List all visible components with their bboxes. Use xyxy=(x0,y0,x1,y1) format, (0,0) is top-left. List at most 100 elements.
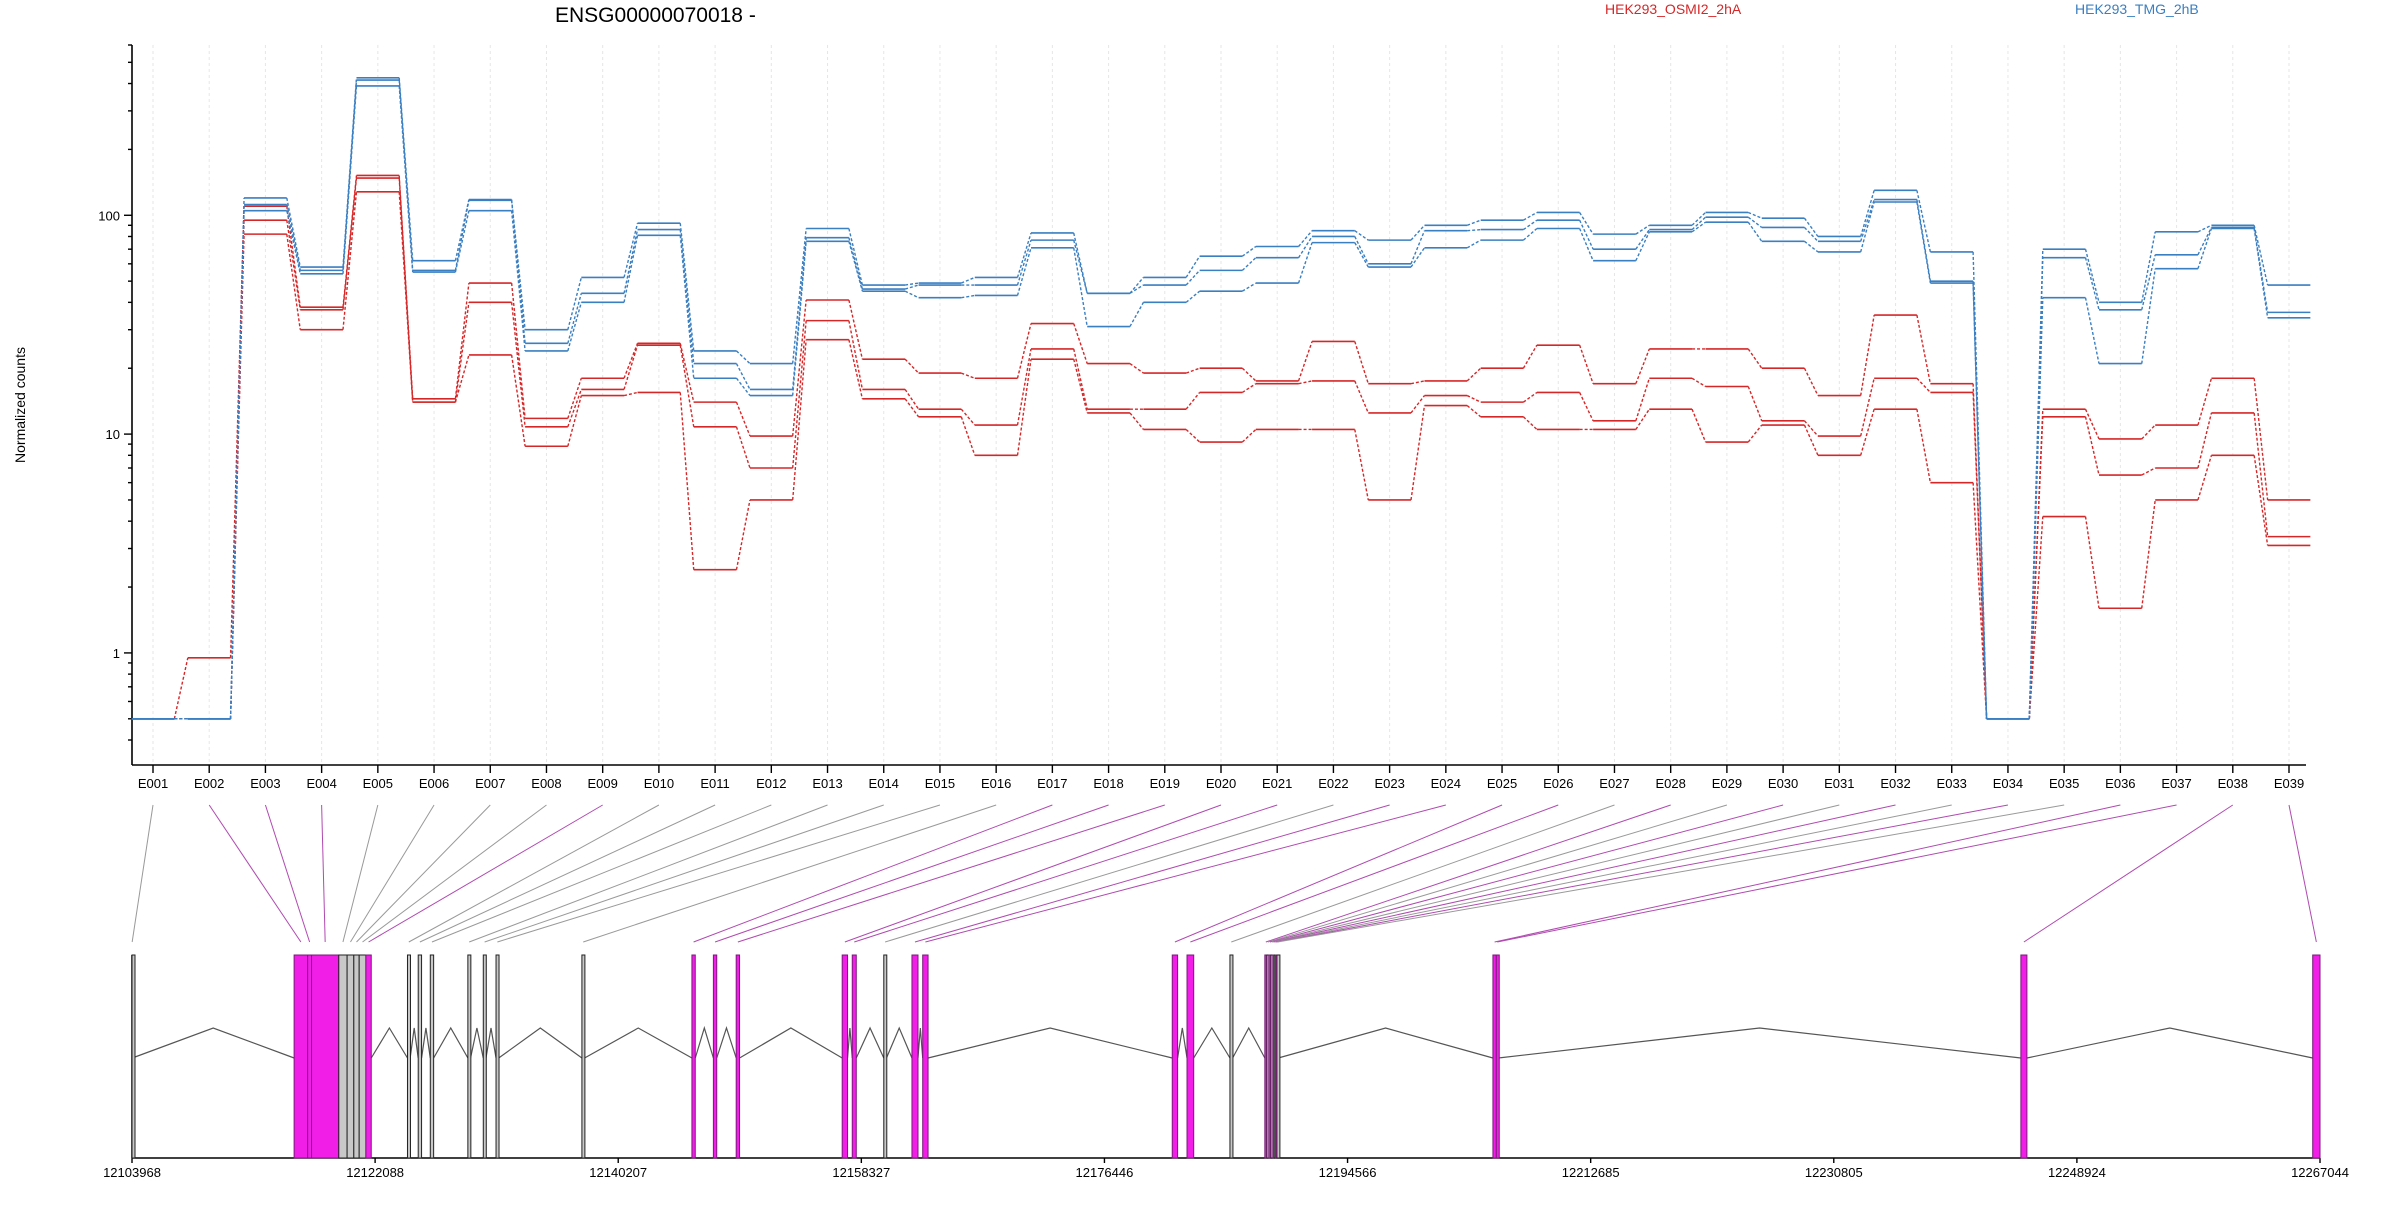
series-connector xyxy=(1185,392,1201,410)
series-connector xyxy=(342,191,358,330)
series-connector xyxy=(1410,247,1426,268)
coord-tick-label: 12103968 xyxy=(103,1165,161,1180)
series-connector xyxy=(1297,341,1313,382)
series-connector xyxy=(1860,201,1875,253)
x-tick-label-E028: E028 xyxy=(1655,776,1685,791)
series-connector xyxy=(229,220,245,719)
series-connector xyxy=(342,85,358,274)
exon-connector-E011 xyxy=(419,804,716,943)
x-axis: E001 E002 E003 E004 E005 E006 E007 E008 E009 E010… xyxy=(132,764,2306,791)
series-connector xyxy=(567,389,582,428)
series-connector xyxy=(1073,239,1088,294)
coord-tick-label: 12140207 xyxy=(589,1165,647,1180)
series-connector xyxy=(904,389,920,410)
series-connector xyxy=(791,241,807,396)
series-connector xyxy=(2197,455,2213,501)
exon-connector-E023 xyxy=(914,804,1390,943)
exon-connector-E024 xyxy=(925,804,1446,943)
series-connector xyxy=(1016,232,1032,278)
gene-model: 12103968 12122088 12140207 12158327 12176446… xyxy=(103,954,2349,1180)
series-connector xyxy=(1016,323,1032,379)
series-connector xyxy=(1579,212,1594,235)
series-connector xyxy=(2197,378,2213,426)
series-connector xyxy=(1410,395,1426,414)
exon-block-E037 xyxy=(1495,954,1500,1159)
series-connector xyxy=(1129,412,1144,430)
exon-connector-E027 xyxy=(1231,804,1615,943)
series-connector xyxy=(1523,211,1538,221)
exon-block-E004 xyxy=(311,954,340,1159)
exon-connector-E017 xyxy=(693,804,1053,943)
x-tick-label-E010: E010 xyxy=(644,776,674,791)
series-connector xyxy=(2253,225,2269,286)
x-tick-label-E009: E009 xyxy=(587,776,617,791)
grid-layer xyxy=(152,45,2290,765)
x-tick-label-E015: E015 xyxy=(925,776,955,791)
exon-block-E027 xyxy=(1229,954,1234,1159)
series-connector xyxy=(1747,211,1763,219)
series-connector xyxy=(398,177,414,403)
exon-block-E018 xyxy=(712,954,718,1159)
exon-block-E036 xyxy=(1492,954,1497,1159)
series-connector xyxy=(2253,227,2269,313)
series-connector xyxy=(2141,467,2156,476)
series-connector xyxy=(1635,229,1650,250)
series-connector xyxy=(1691,408,1707,443)
series-connector xyxy=(2141,424,2156,440)
exon-connector-E037 xyxy=(1497,804,2177,943)
x-tick-label-E038: E038 xyxy=(2218,776,2248,791)
series-connector xyxy=(510,302,526,427)
series-connector xyxy=(1354,242,1369,268)
exon-connector-E014 xyxy=(484,804,884,943)
series-connector xyxy=(510,282,526,419)
series-connector xyxy=(510,200,526,344)
intron-E017 xyxy=(694,1025,714,1059)
series-connector xyxy=(1185,269,1201,286)
exon-block-E011 xyxy=(417,954,423,1159)
series-connector xyxy=(2084,249,2100,303)
series-connector xyxy=(454,210,470,273)
x-tick-label-E026: E026 xyxy=(1543,776,1573,791)
coord-tick-label: 12248924 xyxy=(2048,1165,2106,1180)
exon-connector-E008 xyxy=(362,804,547,943)
series-connector xyxy=(398,191,414,403)
x-tick-label-E003: E003 xyxy=(250,776,280,791)
series-connector xyxy=(2084,297,2100,364)
series-connector xyxy=(679,392,695,570)
series-connector xyxy=(960,408,976,426)
series-connector xyxy=(623,235,639,303)
x-tick-label-E031: E031 xyxy=(1824,776,1854,791)
x-tick-label-E025: E025 xyxy=(1487,776,1517,791)
series-connector xyxy=(1522,416,1538,430)
series-connector xyxy=(1466,405,1482,418)
series-connector xyxy=(904,284,919,290)
x-tick-label-E012: E012 xyxy=(756,776,786,791)
series-connector xyxy=(960,416,976,456)
series-connector xyxy=(1916,199,1932,282)
exon-connector-E012 xyxy=(431,804,772,943)
series-connector xyxy=(2084,408,2100,440)
coord-tick-label: 12267044 xyxy=(2291,1165,2349,1180)
series-connector xyxy=(1578,344,1594,384)
exon-connector-E033 xyxy=(1274,804,1952,943)
exon-connector-E029 xyxy=(1267,804,1728,943)
exon-connector-E007 xyxy=(356,804,491,943)
intron-E013 xyxy=(469,1027,484,1059)
exon-block-E024 xyxy=(922,954,929,1159)
series-connector xyxy=(735,499,751,570)
series-connector xyxy=(1354,429,1369,501)
series-connector xyxy=(1803,226,1819,242)
exon-connector-E004 xyxy=(321,804,326,943)
series-connector xyxy=(2253,228,2269,318)
exon-connector-E016 xyxy=(583,804,997,943)
series-connector xyxy=(1241,245,1257,257)
coord-tick-label: 12176446 xyxy=(1076,1165,1134,1180)
series-connector xyxy=(848,241,864,292)
x-tick-label-E033: E033 xyxy=(1937,776,1967,791)
series-connector xyxy=(1860,408,1875,456)
series-connector xyxy=(1354,236,1369,265)
series-connector xyxy=(1297,236,1313,259)
exon-block-E016 xyxy=(581,954,586,1159)
